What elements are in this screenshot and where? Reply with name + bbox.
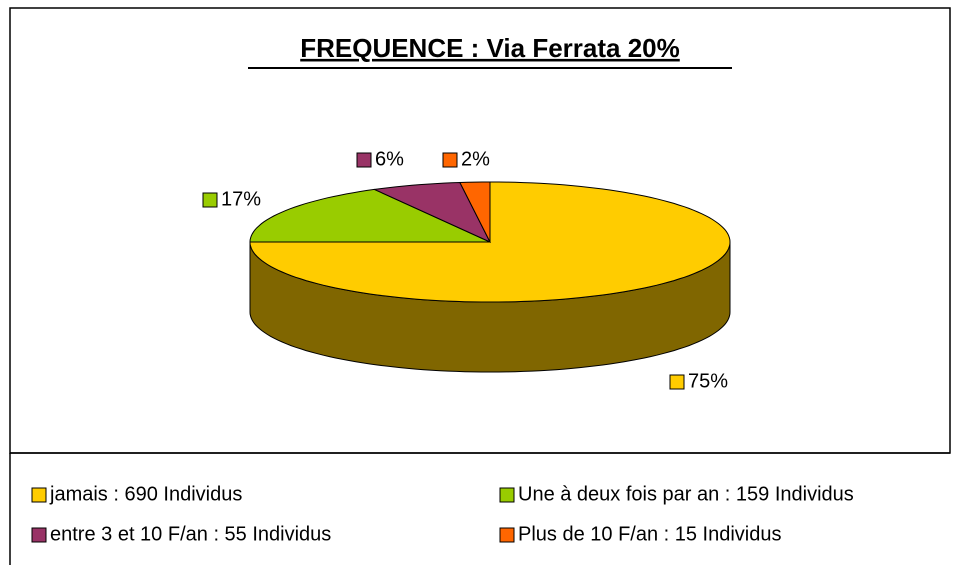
legend-frame — [9, 452, 950, 565]
legend-label: entre 3 et 10 F/an : 55 Individus — [50, 523, 331, 545]
pie-slice — [459, 181, 491, 243]
label-swatch — [442, 152, 458, 168]
pie-slice — [372, 181, 492, 244]
data-label: 75% — [688, 370, 728, 392]
legend-label: Plus de 10 F/an : 15 Individus — [518, 523, 782, 545]
legend-label: Une à deux fois par an : 159 Individus — [518, 483, 854, 505]
label-swatch — [202, 192, 218, 208]
label-swatch — [669, 374, 685, 390]
pie-slice — [249, 188, 491, 243]
data-label: 6% — [375, 148, 404, 170]
legend-swatch — [499, 487, 515, 503]
label-swatch — [356, 152, 372, 168]
chart-title: FREQUENCE : Via Ferrata 20% — [300, 33, 680, 63]
legend-swatch — [31, 487, 47, 503]
data-label: 2% — [461, 148, 490, 170]
legend-label: jamais : 690 Individus — [49, 483, 242, 505]
legend-swatch — [499, 527, 515, 543]
data-label: 17% — [221, 188, 261, 210]
legend-swatch — [31, 527, 47, 543]
